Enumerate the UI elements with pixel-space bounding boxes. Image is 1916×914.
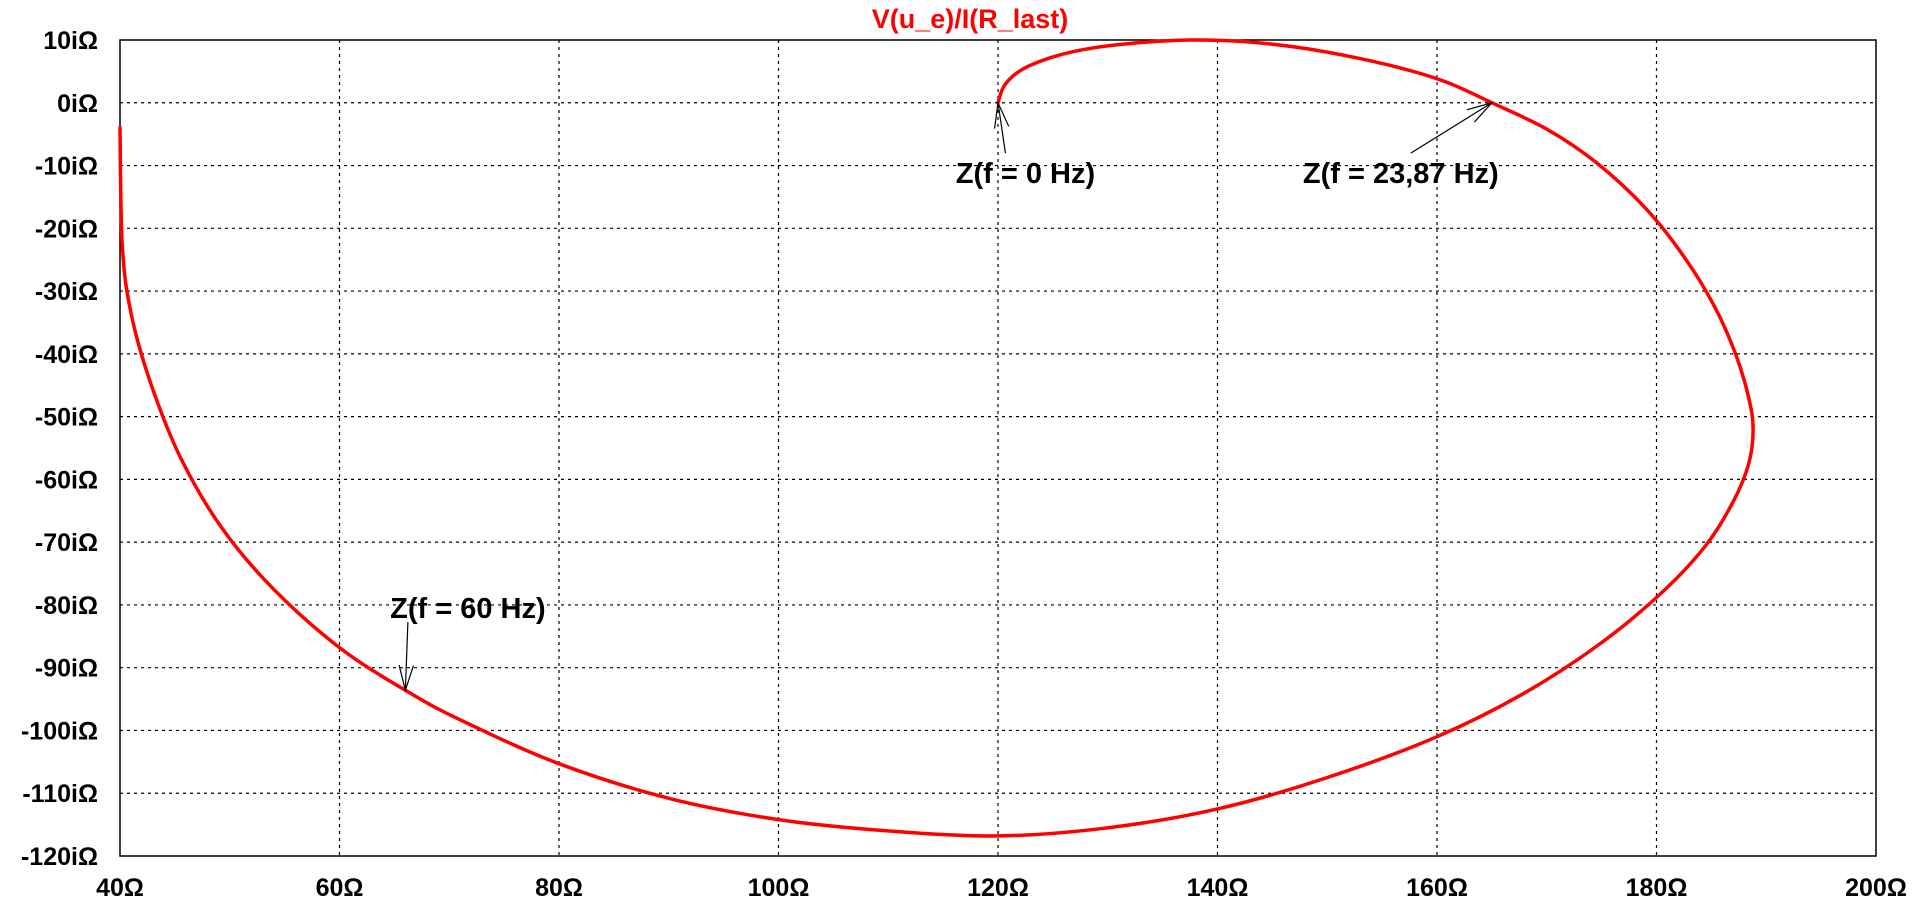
series-line	[118, 38, 1755, 838]
y-tick-label: -110iΩ	[22, 780, 98, 808]
annotation-arrow	[997, 102, 1007, 154]
plot-frame	[119, 39, 1877, 857]
x-axis-tick-labels: 40Ω 60Ω 80Ω 100Ω 120Ω 140Ω 160Ω 180Ω 200Ω	[96, 874, 1907, 902]
y-tick-label: -40iΩ	[35, 341, 98, 369]
x-tick-label: 140Ω	[1187, 874, 1249, 902]
y-tick-label: -80iΩ	[35, 592, 98, 620]
y-tick-label: 0iΩ	[57, 90, 98, 118]
annotation-arrow	[1410, 102, 1493, 154]
annotation-label: Z(f = 23,87 Hz)	[1303, 158, 1499, 190]
y-tick-label: -60iΩ	[35, 466, 98, 494]
y-tick-label: -120iΩ	[21, 843, 98, 871]
annotations: Z(f = 0 Hz) Z(f = 23,87 Hz) Z(f = 60 Hz)	[390, 100, 1499, 693]
y-tick-label: 10iΩ	[43, 27, 98, 55]
y-tick-label: -20iΩ	[35, 215, 98, 243]
annotation-label: Z(f = 0 Hz)	[956, 158, 1095, 190]
x-tick-label: 120Ω	[967, 874, 1029, 902]
x-tick-label: 100Ω	[748, 874, 810, 902]
y-tick-label: -100iΩ	[21, 717, 98, 745]
x-tick-label: 180Ω	[1626, 874, 1688, 902]
annotation-label: Z(f = 60 Hz)	[390, 593, 546, 625]
annotation-arrowhead	[993, 100, 1010, 129]
annotation-arrow	[404, 622, 409, 691]
x-tick-label: 80Ω	[535, 874, 583, 902]
chart-title: V(u_e)/I(R_last)	[872, 4, 1069, 34]
x-tick-label: 40Ω	[96, 874, 144, 902]
y-tick-label: -90iΩ	[35, 655, 98, 683]
x-tick-label: 60Ω	[316, 874, 364, 902]
grid-lines	[120, 40, 1876, 856]
x-tick-label: 160Ω	[1406, 874, 1468, 902]
y-tick-label: -30iΩ	[35, 278, 98, 306]
x-tick-label: 200Ω	[1845, 874, 1907, 902]
y-tick-label: -70iΩ	[35, 529, 98, 557]
annotation-arrowhead	[398, 664, 415, 693]
annotation-arrowhead	[1466, 101, 1494, 123]
y-tick-label: -10iΩ	[35, 153, 98, 181]
y-tick-label: -50iΩ	[35, 404, 98, 432]
y-axis-tick-labels: 10iΩ 0iΩ -10iΩ -20iΩ -30iΩ -40iΩ -50iΩ -60iΩ -70…	[21, 27, 98, 871]
